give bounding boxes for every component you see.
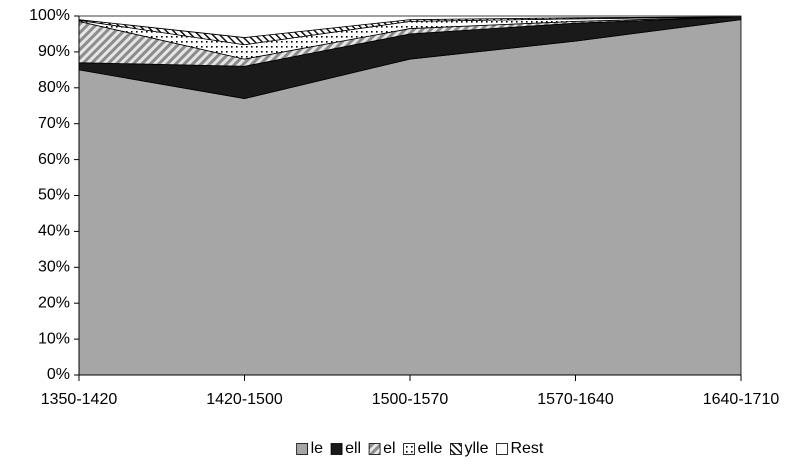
- legend-swatch: [450, 443, 462, 455]
- legend-label: ell: [345, 440, 361, 457]
- legend-swatch: [296, 443, 309, 455]
- legend-label: el: [383, 440, 395, 457]
- y-tick-label: 50%: [38, 187, 70, 204]
- legend-label: le: [311, 440, 324, 457]
- y-tick-label: 20%: [38, 294, 70, 311]
- y-tick-label: 100%: [29, 7, 70, 24]
- x-tick-label: 1420-1500: [206, 391, 283, 408]
- legend-swatch: [403, 443, 415, 455]
- y-tick-label: 40%: [38, 223, 70, 240]
- legend-label: elle: [418, 440, 443, 457]
- y-tick-label: 0%: [47, 366, 70, 383]
- x-tick-label: 1570-1640: [537, 391, 614, 408]
- y-tick-label: 70%: [38, 115, 70, 132]
- y-tick-label: 60%: [38, 151, 70, 168]
- x-tick-label: 1640-1710: [703, 391, 780, 408]
- y-tick-label: 10%: [38, 330, 70, 347]
- y-tick-label: 80%: [38, 79, 70, 96]
- x-tick-label: 1350-1420: [41, 391, 118, 408]
- legend-swatch: [496, 443, 508, 455]
- x-tick-label: 1500-1570: [372, 391, 449, 408]
- legend-swatch: [368, 443, 381, 455]
- area: [78, 15, 742, 38]
- legend-swatch: [330, 443, 343, 455]
- legend-label: ylle: [464, 440, 488, 457]
- legend-label: Rest: [510, 440, 543, 457]
- y-tick-label: 90%: [38, 43, 70, 60]
- y-tick-label: 30%: [38, 259, 70, 276]
